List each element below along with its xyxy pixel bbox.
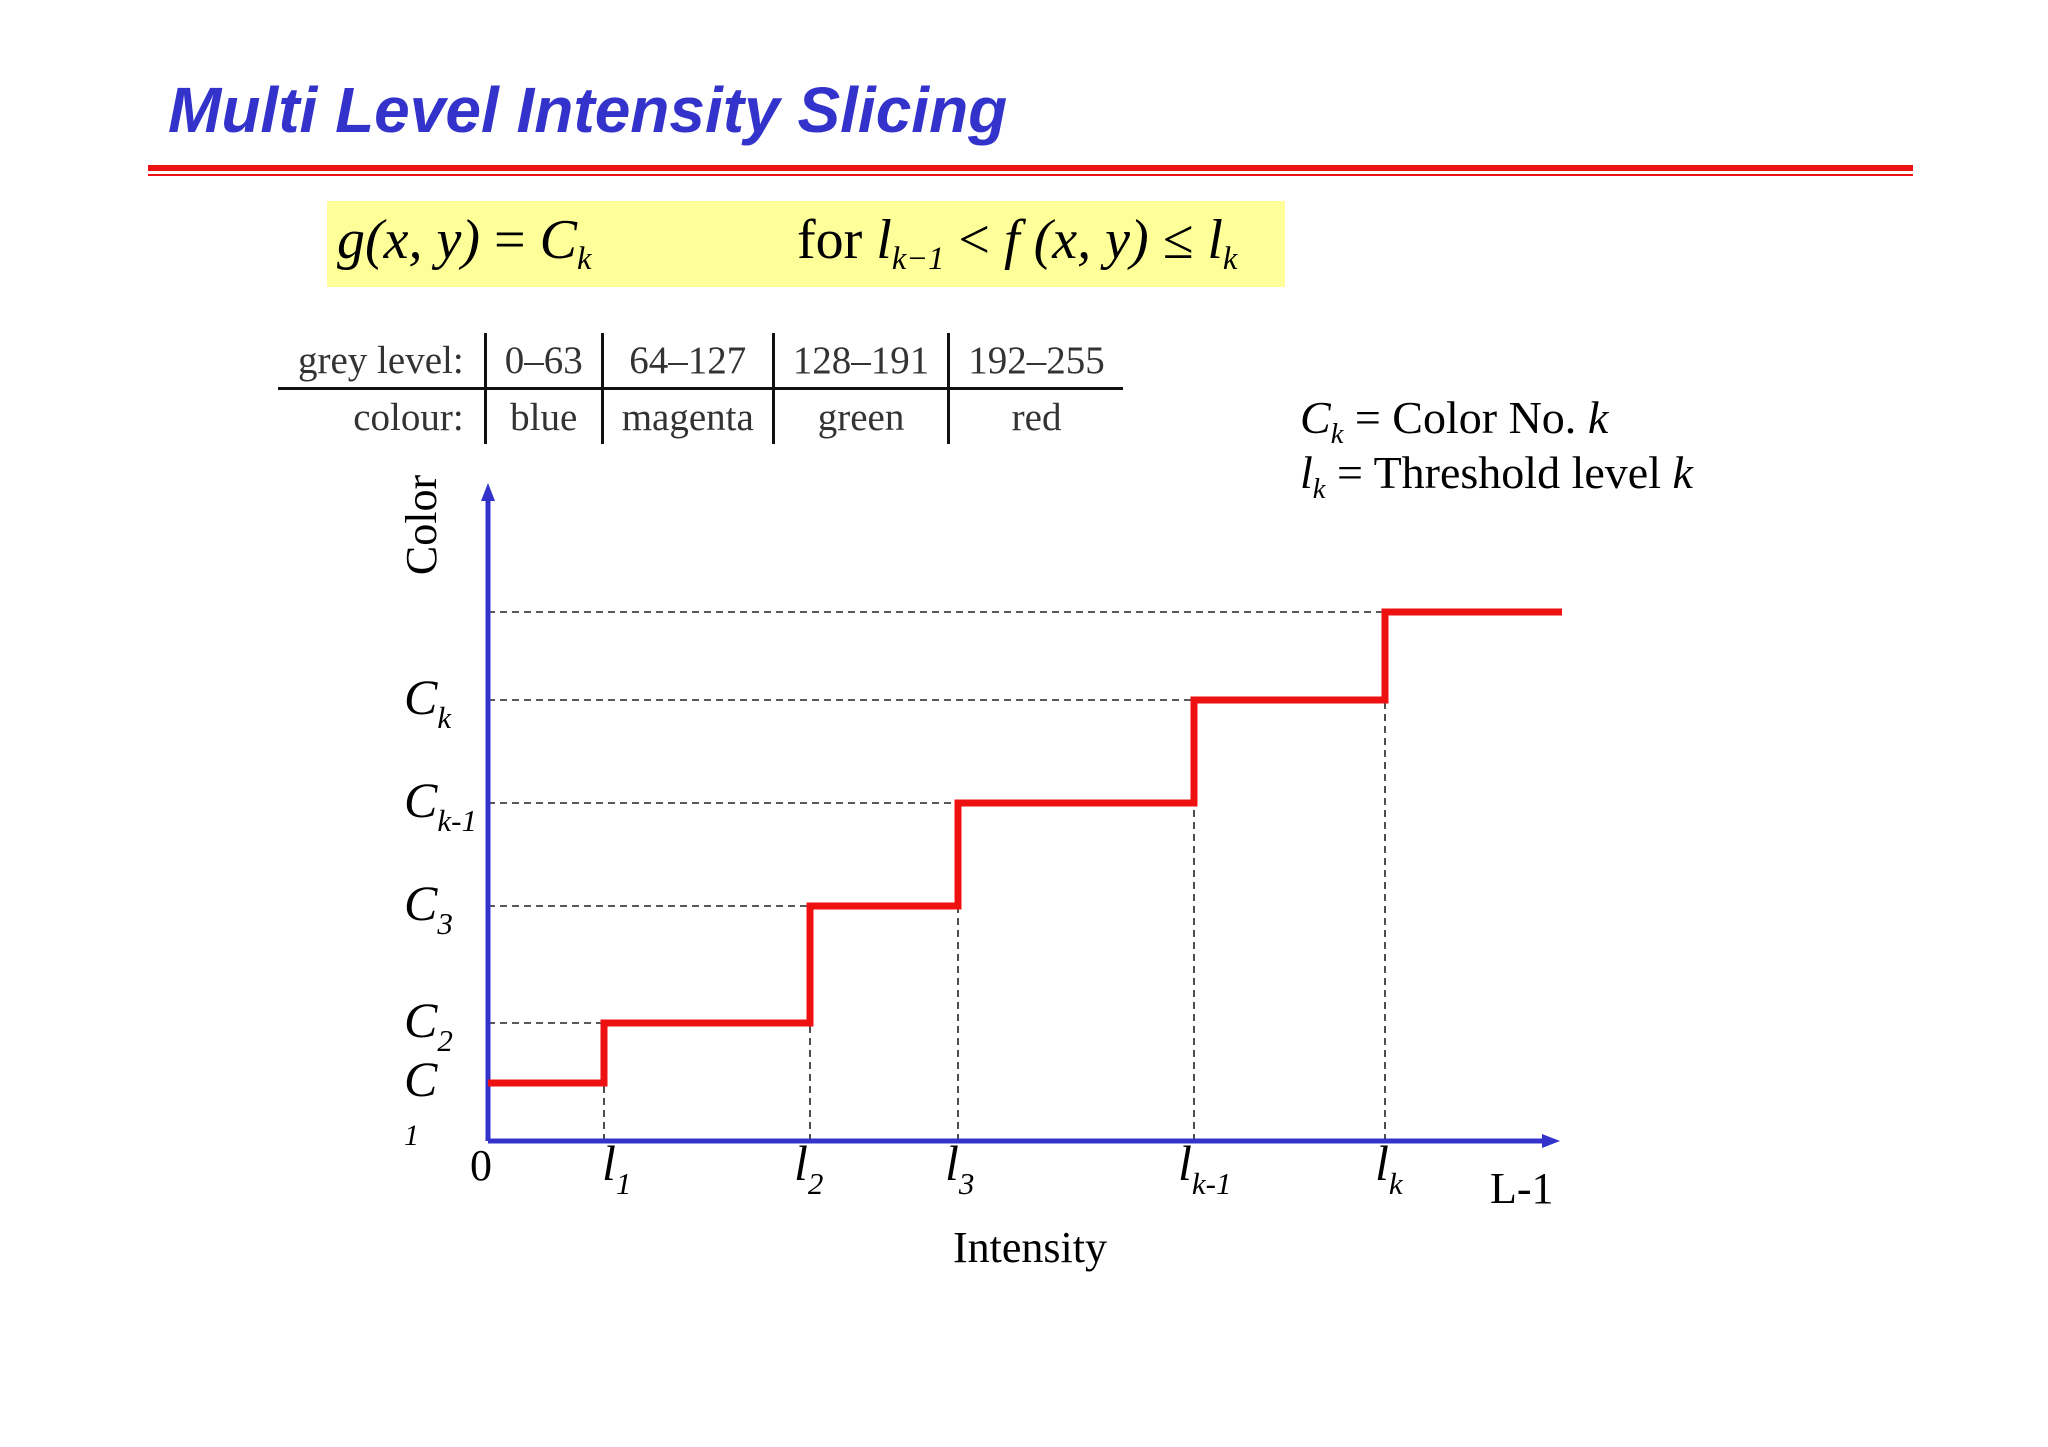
y-tick-label: Ck	[404, 669, 452, 735]
table-cell: 128–191	[771, 333, 949, 390]
origin-label: 0	[470, 1141, 492, 1190]
legend-lk-var: k	[1672, 447, 1693, 498]
table-header-grey: grey level:	[278, 333, 486, 390]
table-cell: 0–63	[483, 333, 603, 390]
formula-equals: =	[480, 209, 540, 271]
title-underline-thick	[148, 165, 1913, 171]
legend-lk-sub: k	[1312, 473, 1326, 505]
legend-ck: Ck = Color No. k	[1300, 392, 1609, 449]
legend-ck-text: = Color No.	[1343, 392, 1588, 443]
table-cell: 192–255	[947, 333, 1123, 390]
legend-lk-symbol: l	[1300, 447, 1313, 498]
x-tick-label: l2	[794, 1135, 823, 1201]
y-axis-arrow-icon	[481, 483, 495, 501]
formula-for: for	[797, 209, 877, 271]
table-cell: blue	[483, 388, 603, 444]
x-tick-label: l3	[945, 1135, 974, 1201]
step-function-line	[488, 608, 1562, 1087]
formula-c-sub: k	[576, 241, 592, 278]
y-axis-label: Color	[397, 475, 446, 576]
formula-l-sub: k−1	[891, 241, 945, 278]
table-row: grey level: 0–63 64–127 128–191 192–255	[278, 333, 1123, 390]
page-title: Multi Level Intensity Slicing	[168, 74, 1008, 146]
formula-l2: l	[1207, 209, 1223, 271]
y-tick-label: Ck-1	[404, 772, 477, 838]
legend-ck-sub: k	[1330, 418, 1344, 450]
formula-l: l	[876, 209, 892, 271]
table-cell: red	[947, 388, 1123, 444]
x-tick-label: l1	[602, 1135, 631, 1201]
formula-f: f	[1004, 209, 1020, 271]
x-axis-end-label: L-1	[1490, 1164, 1554, 1213]
x-tick-label: lk	[1375, 1135, 1404, 1201]
y-tick-label: C3	[404, 875, 453, 941]
formula-lt: <	[944, 209, 1005, 271]
table-cell: green	[771, 388, 949, 444]
x-tick-label: lk-1	[1178, 1135, 1232, 1201]
grey-level-table: grey level: 0–63 64–127 128–191 192–255 …	[278, 333, 1123, 444]
legend-lk-text: = Threshold level	[1325, 447, 1673, 498]
legend-ck-var: k	[1587, 392, 1609, 443]
table-cell: 64–127	[600, 333, 774, 390]
formula-rhs: for lk−1 < f (x, y) ≤ lk	[797, 209, 1237, 277]
x-axis-arrow-icon	[1542, 1134, 1560, 1148]
y-tick-label-sub: 1	[404, 1119, 419, 1152]
formula-rhs-args: (x, y) ≤	[1019, 209, 1208, 271]
formula-g: g	[337, 209, 365, 271]
legend-ck-symbol: C	[1300, 392, 1331, 443]
table-cell: magenta	[600, 388, 774, 444]
x-axis-label: Intensity	[953, 1223, 1107, 1272]
formula-lhs-args: (x, y)	[365, 209, 481, 271]
y-tick-label: C	[404, 1051, 438, 1107]
y-tick-label: C2	[404, 992, 453, 1058]
table-header-colour: colour:	[353, 395, 464, 439]
formula-lhs: g(x, y) = Ck	[337, 209, 591, 277]
legend-lk: lk = Threshold level k	[1300, 447, 1693, 504]
table-row: colour: blue magenta green red	[278, 388, 1123, 444]
formula-l2-sub: k	[1222, 241, 1238, 278]
formula-highlight	[327, 201, 1285, 287]
formula-c: C	[539, 209, 577, 271]
title-underline-thin	[148, 174, 1913, 176]
